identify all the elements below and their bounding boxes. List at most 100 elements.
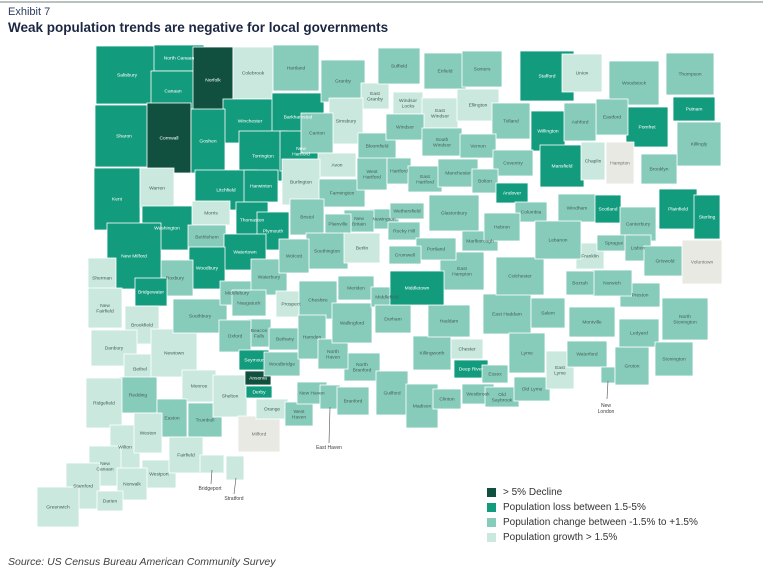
town-griswold bbox=[643, 245, 687, 277]
town-label-new-hartford: New Hartford bbox=[292, 146, 310, 158]
legend: > 5% Decline Population loss between 1.5-… bbox=[487, 485, 698, 545]
town-label-canton: Canton bbox=[309, 131, 325, 137]
town-label-weston: Weston bbox=[140, 431, 157, 437]
town-naugatuck bbox=[231, 289, 267, 317]
town-label-bethel: Bethel bbox=[133, 367, 147, 373]
town-label-norfolk: Norfolk bbox=[205, 78, 221, 84]
town-label-seymour: Seymour bbox=[244, 358, 264, 364]
town-wolcott bbox=[278, 238, 310, 274]
town-cromwell bbox=[388, 245, 422, 265]
town-label-beacon-falls: Beacon Falls bbox=[251, 328, 268, 340]
town-label-prospect: Prospect bbox=[281, 302, 301, 308]
town-mansfield bbox=[539, 144, 585, 188]
town-label-andover: Andover bbox=[503, 191, 522, 197]
town-label-west-hartford: West Hartford bbox=[363, 169, 381, 181]
town-label-lyme: Lyme bbox=[521, 351, 533, 357]
town-label-branford: Branford bbox=[344, 399, 363, 405]
town-salem bbox=[530, 297, 566, 329]
town-bethlehem bbox=[187, 224, 227, 250]
town-label-thomaston: Thomaston bbox=[240, 218, 265, 224]
town-windsor bbox=[385, 113, 425, 141]
exhibit-label: Exhibit 7 bbox=[8, 6, 51, 18]
town-weston bbox=[133, 412, 163, 454]
town-haddam bbox=[427, 304, 471, 338]
town-label-east-hartford: East Hartford bbox=[416, 174, 434, 186]
town-label-west-haven: West Haven bbox=[292, 409, 306, 421]
town-southbury bbox=[172, 298, 228, 334]
town-label-hampton: Hampton bbox=[610, 161, 630, 167]
town-label-franklin: Franklin bbox=[581, 254, 599, 260]
town-label-chaplin: Chaplin bbox=[585, 159, 602, 165]
callout-line-new-london bbox=[606, 380, 609, 400]
town-label-somers: Somers bbox=[474, 67, 491, 73]
legend-item-2: Population change between -1.5% to +1.5% bbox=[487, 515, 698, 530]
town-label-groton: Groton bbox=[625, 364, 640, 370]
town-woodbury bbox=[188, 246, 226, 290]
town-label-bethlehem: Bethlehem bbox=[195, 235, 218, 241]
town-label-mansfield: Mansfield bbox=[552, 164, 573, 170]
town-label-milford: Milford bbox=[252, 432, 267, 438]
town-label-hebron: Hebron bbox=[494, 225, 510, 231]
legend-swatch-0 bbox=[487, 488, 496, 497]
town-greenwich bbox=[36, 486, 80, 528]
town-label-hartland: Hartland bbox=[287, 66, 306, 72]
callout-line-bridgeport bbox=[210, 469, 213, 485]
town-label-bloomfield: Bloomfield bbox=[366, 144, 389, 150]
town-label-clinton: Clinton bbox=[439, 397, 455, 403]
town-durham bbox=[374, 304, 412, 334]
town-norwich bbox=[591, 269, 633, 297]
town-sterling bbox=[693, 194, 721, 240]
town-label-danbury: Danbury bbox=[105, 346, 124, 352]
town-label-north-canaan: North Canaan bbox=[164, 56, 195, 62]
town-label-plainfield: Plainfield bbox=[668, 207, 688, 213]
town-label-plymouth: Plymouth bbox=[263, 229, 284, 235]
town-bristol bbox=[289, 198, 325, 236]
town-label-new-milford: New Milford bbox=[121, 254, 147, 260]
town-suffield bbox=[377, 47, 421, 85]
town-new-london bbox=[600, 366, 616, 384]
town-wethersfield bbox=[389, 202, 425, 220]
town-label-cromwell: Cromwell bbox=[395, 253, 415, 259]
callout-label-new-london: New London bbox=[598, 403, 615, 415]
town-label-goshen: Goshen bbox=[199, 139, 216, 145]
town-east-haddam bbox=[482, 293, 532, 335]
town-label-sharon: Sharon bbox=[116, 134, 132, 140]
source-note: Source: US Census Bureau American Commun… bbox=[8, 556, 276, 568]
town-label-sterling: Sterling bbox=[699, 215, 716, 221]
town-middletown bbox=[389, 270, 445, 306]
town-bozrah bbox=[565, 270, 595, 296]
town-killingly bbox=[676, 121, 722, 167]
town-label-warren: Warren bbox=[149, 186, 165, 192]
town-enfield bbox=[423, 52, 467, 90]
town-pomfret bbox=[625, 106, 669, 148]
town-ledyard bbox=[618, 318, 660, 348]
town-ridgefield bbox=[85, 377, 123, 429]
town-label-ashford: Ashford bbox=[572, 120, 589, 126]
town-label-putnam: Putnam bbox=[686, 107, 703, 113]
town-west-hartford bbox=[356, 157, 388, 191]
town-label-wolcott: Wolcott bbox=[286, 254, 303, 260]
town-label-norwich: Norwich bbox=[603, 281, 621, 287]
town-label-bethany: Bethany bbox=[276, 337, 295, 343]
town-label-newington: Newington bbox=[372, 217, 395, 223]
town-label-new-canaan: New Canaan bbox=[96, 461, 113, 473]
town-label-winchester: Winchester bbox=[238, 119, 263, 125]
town-label-north-haven: North Haven bbox=[326, 349, 340, 361]
town-meriden bbox=[337, 275, 375, 301]
town-label-ledyard: Ledyard bbox=[630, 331, 648, 337]
town-newtown bbox=[150, 328, 198, 378]
town-label-stafford: Stafford bbox=[538, 74, 555, 80]
town-cheshire bbox=[298, 280, 338, 320]
town-label-griswold: Griswold bbox=[655, 259, 674, 265]
town-morris bbox=[191, 200, 231, 226]
town-label-portland: Portland bbox=[427, 247, 445, 253]
town-manchester bbox=[437, 158, 479, 188]
town-andover bbox=[495, 182, 529, 204]
town-north-haven bbox=[317, 338, 349, 370]
town-label-essex: Essex bbox=[488, 372, 502, 378]
town-label-glastonbury: Glastonbury bbox=[441, 211, 468, 217]
town-label-south-windsor: South Windsor bbox=[433, 137, 451, 149]
town-label-derby: Derby bbox=[252, 390, 266, 396]
town-label-westport: Westport bbox=[149, 472, 169, 478]
